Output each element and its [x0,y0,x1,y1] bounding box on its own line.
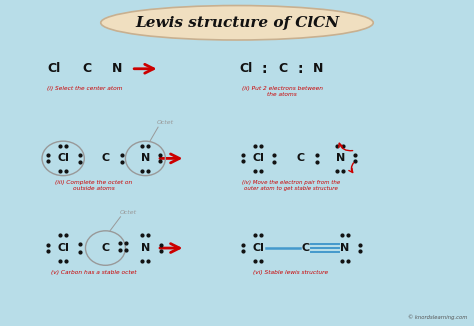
Text: C: C [82,62,91,75]
Text: Cl: Cl [57,243,69,253]
Text: Octet: Octet [157,120,174,125]
Text: Cl: Cl [240,62,253,75]
Text: :: : [262,62,267,76]
FancyArrowPatch shape [339,143,353,151]
Text: N: N [141,154,150,163]
Text: C: C [279,62,288,75]
Text: C: C [101,154,109,163]
Text: Cl: Cl [252,154,264,163]
Text: :: : [298,62,303,76]
FancyArrowPatch shape [349,163,354,172]
Text: C: C [101,243,109,253]
Text: (i) Select the center atom: (i) Select the center atom [47,86,123,91]
Text: C: C [296,154,304,163]
Text: N: N [141,243,150,253]
Text: N: N [336,154,345,163]
Text: (iv) Move the electron pair from the
outer atom to get stable structure: (iv) Move the electron pair from the out… [242,181,340,191]
Text: N: N [340,243,350,253]
Text: (ii) Put 2 electrons between
the atoms: (ii) Put 2 electrons between the atoms [242,86,323,97]
Text: N: N [112,62,122,75]
Text: N: N [313,62,323,75]
Text: (vi) Stable lewis structure: (vi) Stable lewis structure [254,270,328,275]
Text: C: C [301,243,309,253]
Text: (v) Carbon has a stable octet: (v) Carbon has a stable octet [51,270,137,275]
Text: Cl: Cl [252,243,264,253]
Text: © knordslearning.com: © knordslearning.com [408,315,467,320]
Text: Lewis structure of ClCN: Lewis structure of ClCN [135,16,339,30]
Text: Cl: Cl [47,62,60,75]
Text: Octet: Octet [119,210,137,215]
Ellipse shape [101,6,373,40]
Text: (iii) Complete the octet on
outside atoms: (iii) Complete the octet on outside atom… [55,181,132,191]
Text: Cl: Cl [57,154,69,163]
